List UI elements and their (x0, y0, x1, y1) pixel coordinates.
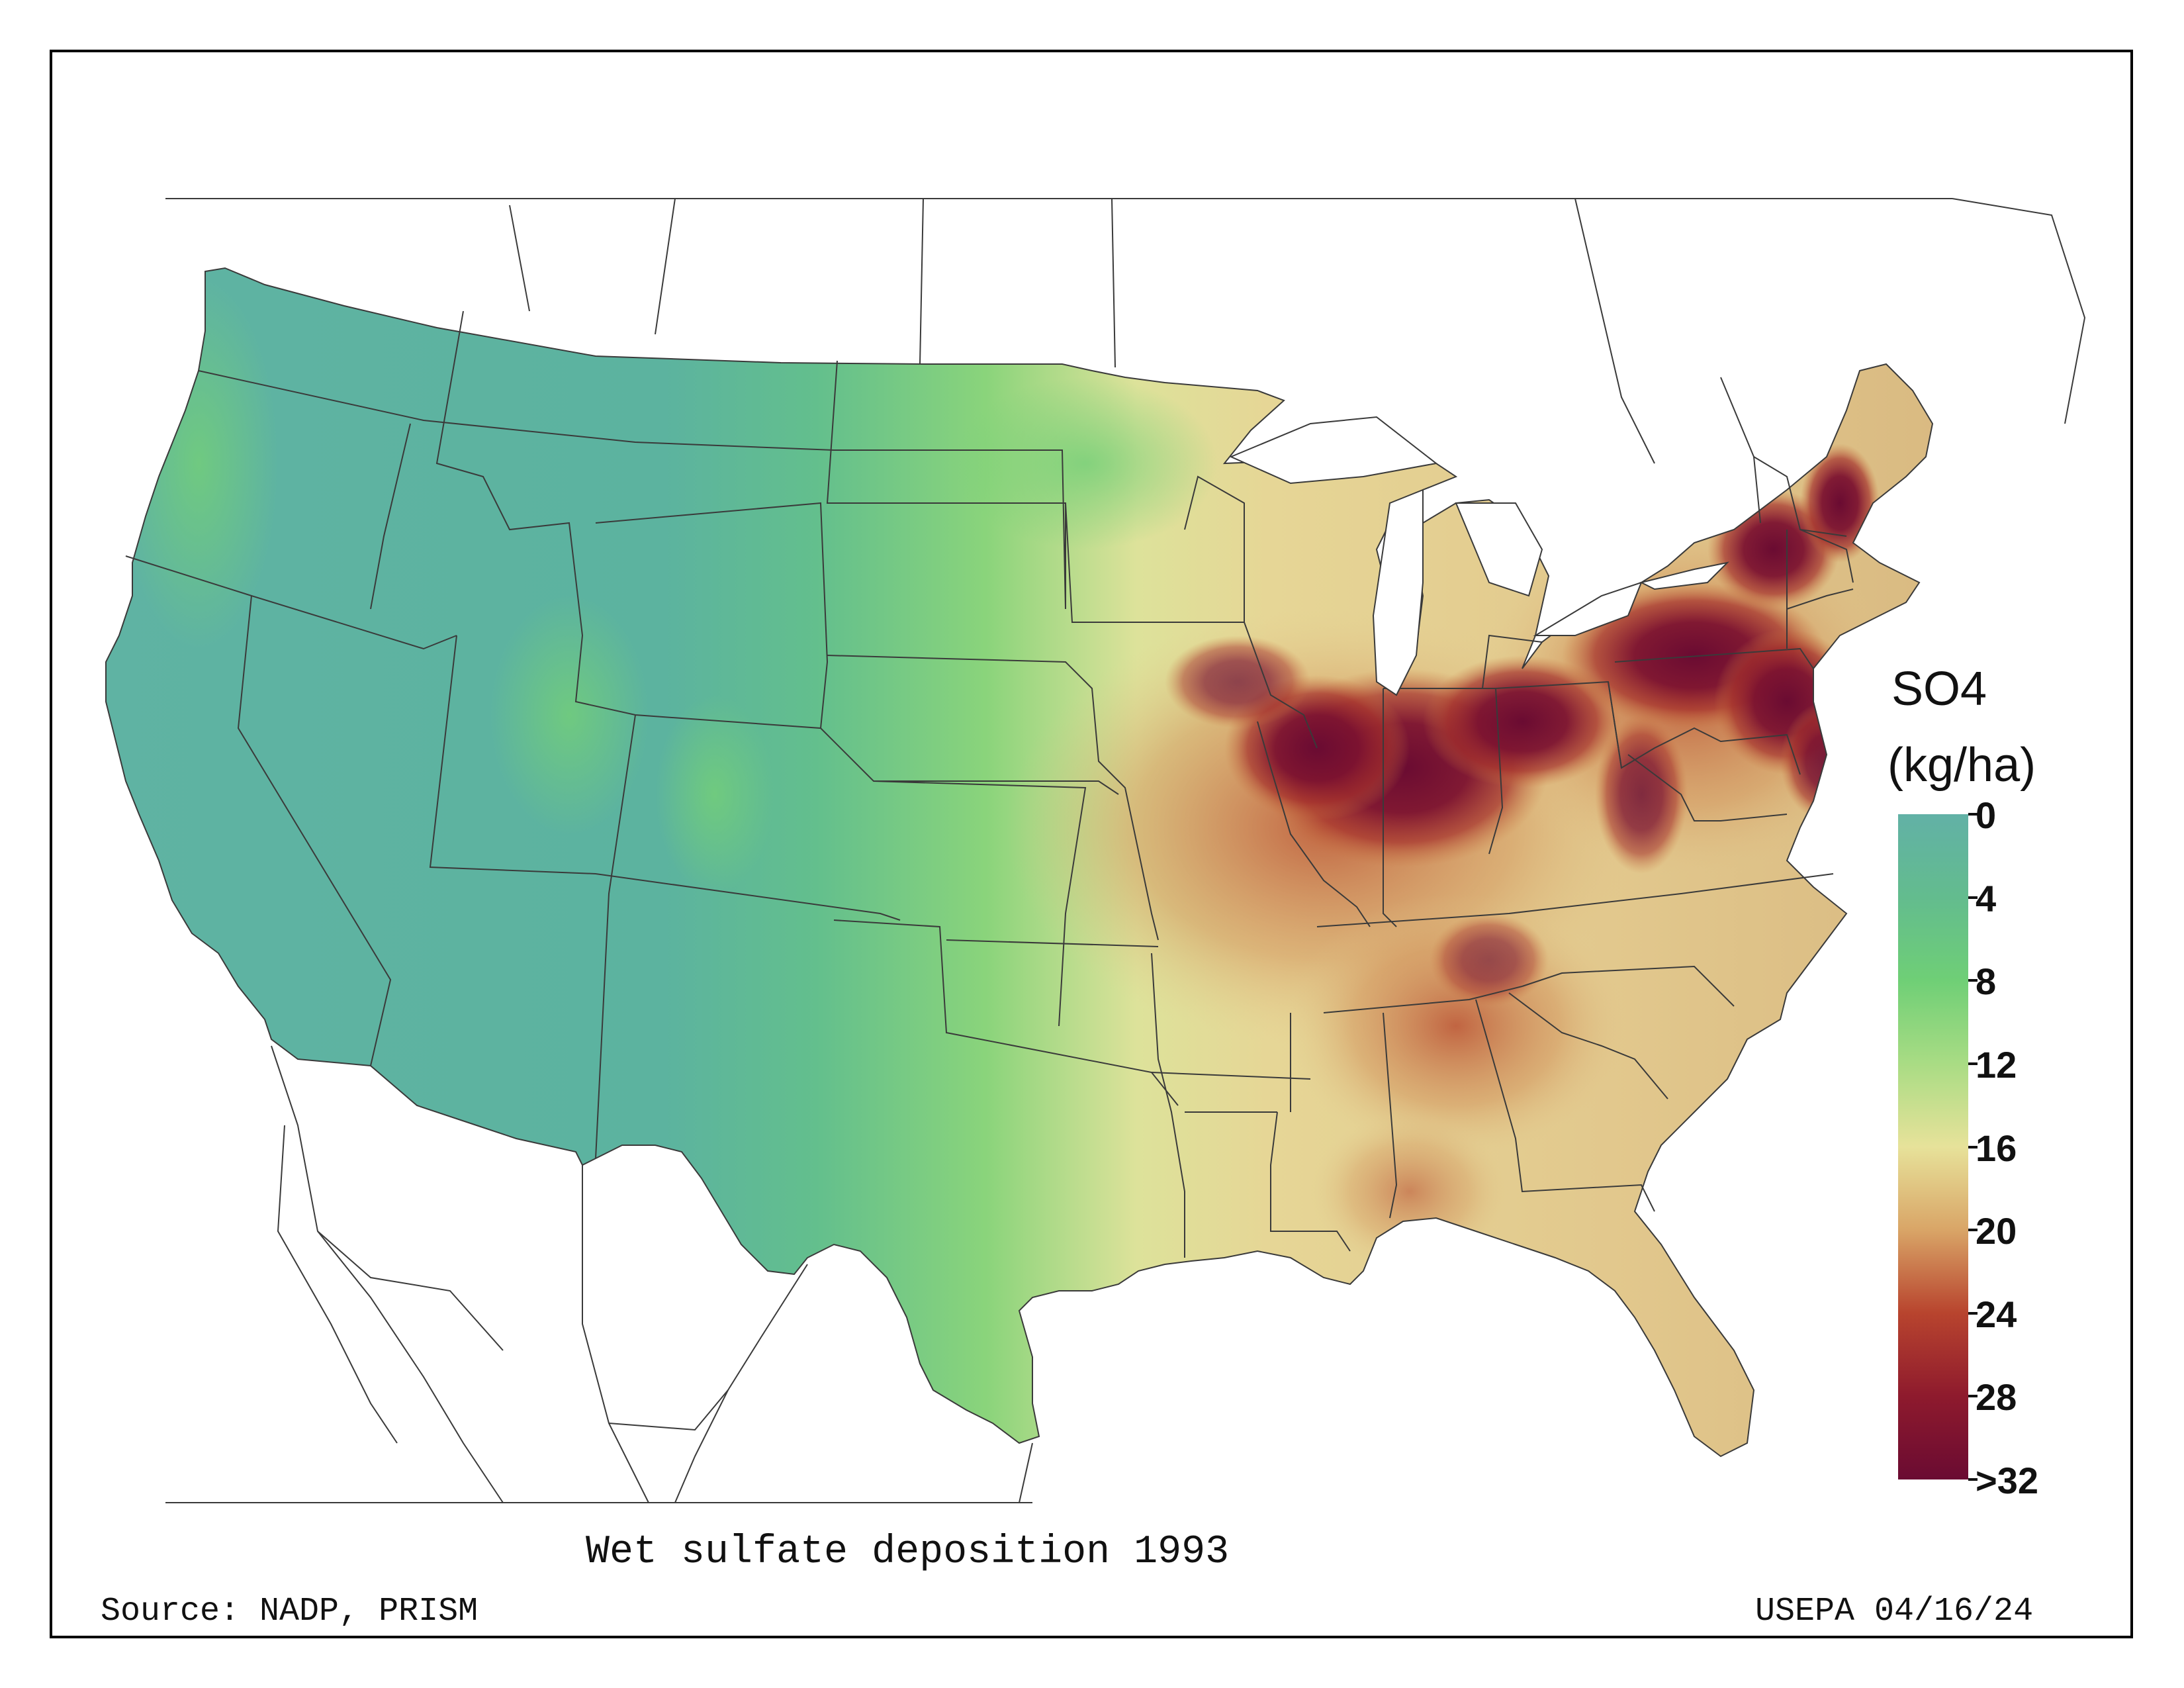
legend-tick-label: 4 (1976, 877, 1997, 919)
legend-title-line1: SO4 (1891, 663, 1987, 716)
legend-tick-label: 28 (1976, 1376, 2017, 1419)
legend-tick-mark (1968, 979, 1978, 982)
source-note: Source: NADP, PRISM (101, 1593, 478, 1630)
legend-tick-mark (1968, 1395, 1978, 1398)
legend-color-bar (1898, 814, 1968, 1479)
legend-tick-label: 20 (1976, 1210, 2017, 1252)
map-title: Wet sulfate deposition 1993 (586, 1530, 1230, 1575)
state-borders (105, 267, 1933, 1457)
legend-tick-label: 24 (1976, 1293, 2017, 1335)
legend-tick-label: 16 (1976, 1127, 2017, 1169)
legend-tick-label: 8 (1976, 961, 1997, 1003)
legend-tick-mark (1968, 1062, 1978, 1065)
legend-title-line2: (kg/ha) (1888, 739, 2036, 792)
legend-tick-label: >32 (1976, 1460, 2038, 1501)
credit-note: USEPA 04/16/24 (1755, 1593, 2034, 1630)
deposition-surface (106, 268, 1933, 1456)
map-frame (50, 50, 2133, 1638)
legend-tick-mark (1968, 1229, 1978, 1232)
legend-tick-mark (1968, 1145, 1978, 1149)
legend-tick-mark (1968, 1478, 1978, 1481)
border-lines (165, 198, 2086, 1503)
legend-tick-mark (1968, 813, 1978, 816)
legend-tick-label: 0 (1976, 794, 1997, 836)
legend-tick-mark (1968, 896, 1978, 899)
legend-tick-mark (1968, 1311, 1978, 1315)
legend-tick-label: 12 (1976, 1043, 2017, 1086)
great-lakes (1229, 416, 1730, 696)
